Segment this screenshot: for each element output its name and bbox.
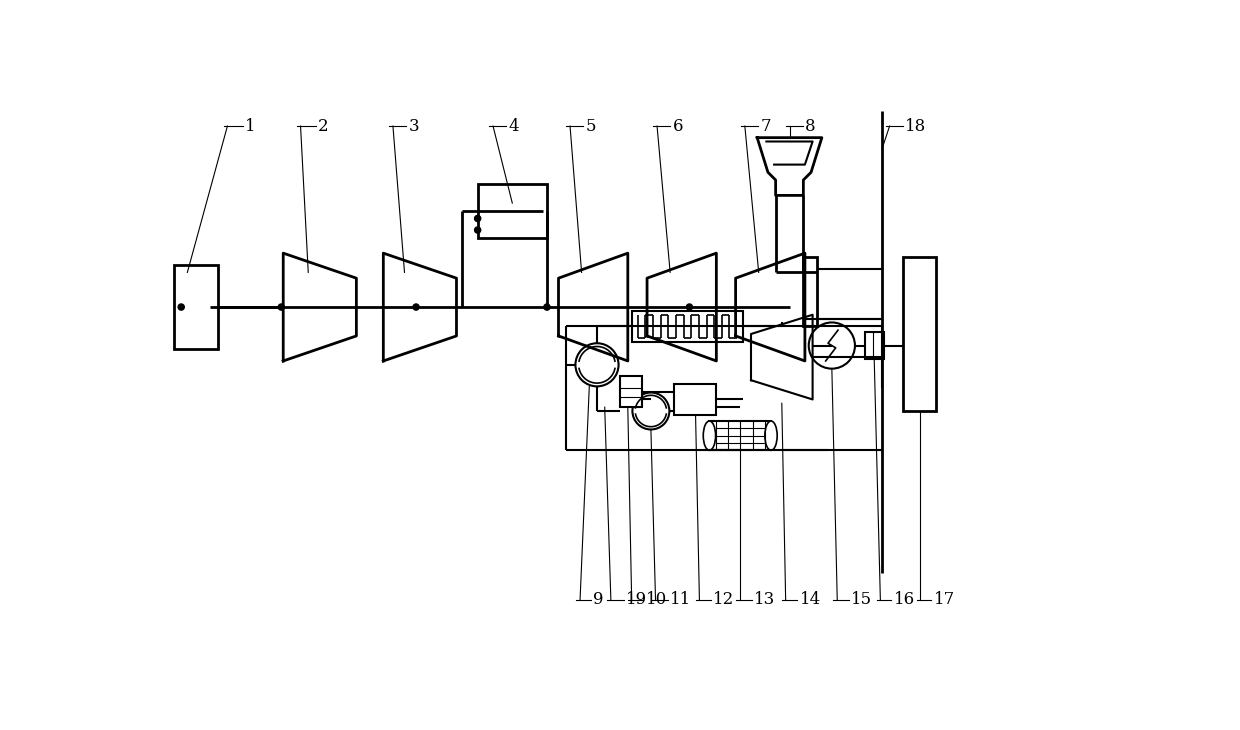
Text: 7: 7 bbox=[760, 118, 771, 134]
Text: 9: 9 bbox=[593, 591, 604, 608]
Ellipse shape bbox=[703, 421, 715, 450]
Bar bbox=[174, 265, 218, 350]
Text: 3: 3 bbox=[408, 118, 419, 134]
Bar bbox=[709, 421, 771, 450]
Text: 6: 6 bbox=[672, 118, 683, 134]
Ellipse shape bbox=[765, 421, 777, 450]
Bar bbox=[620, 377, 641, 407]
Text: 2: 2 bbox=[319, 118, 329, 134]
Text: 13: 13 bbox=[754, 591, 775, 608]
Text: 16: 16 bbox=[894, 591, 915, 608]
Circle shape bbox=[686, 304, 692, 310]
Bar bbox=[631, 311, 743, 342]
Text: 12: 12 bbox=[713, 591, 734, 608]
Text: 1: 1 bbox=[246, 118, 255, 134]
Text: 18: 18 bbox=[905, 118, 926, 134]
Circle shape bbox=[413, 304, 419, 310]
Bar bbox=[477, 184, 547, 238]
Circle shape bbox=[179, 304, 185, 310]
Circle shape bbox=[475, 227, 481, 233]
Circle shape bbox=[475, 215, 481, 222]
Bar bbox=[866, 332, 884, 358]
Bar bbox=[904, 257, 936, 411]
Bar bbox=[804, 257, 817, 326]
Text: 17: 17 bbox=[934, 591, 955, 608]
Text: 19: 19 bbox=[626, 591, 647, 608]
Circle shape bbox=[278, 304, 284, 310]
Bar bbox=[675, 384, 717, 415]
Text: 15: 15 bbox=[851, 591, 872, 608]
Text: 4: 4 bbox=[508, 118, 520, 134]
Text: 14: 14 bbox=[800, 591, 821, 608]
Text: 8: 8 bbox=[805, 118, 816, 134]
Circle shape bbox=[544, 304, 551, 310]
Text: 10: 10 bbox=[646, 591, 667, 608]
Text: 5: 5 bbox=[585, 118, 596, 134]
Text: 11: 11 bbox=[670, 591, 692, 608]
